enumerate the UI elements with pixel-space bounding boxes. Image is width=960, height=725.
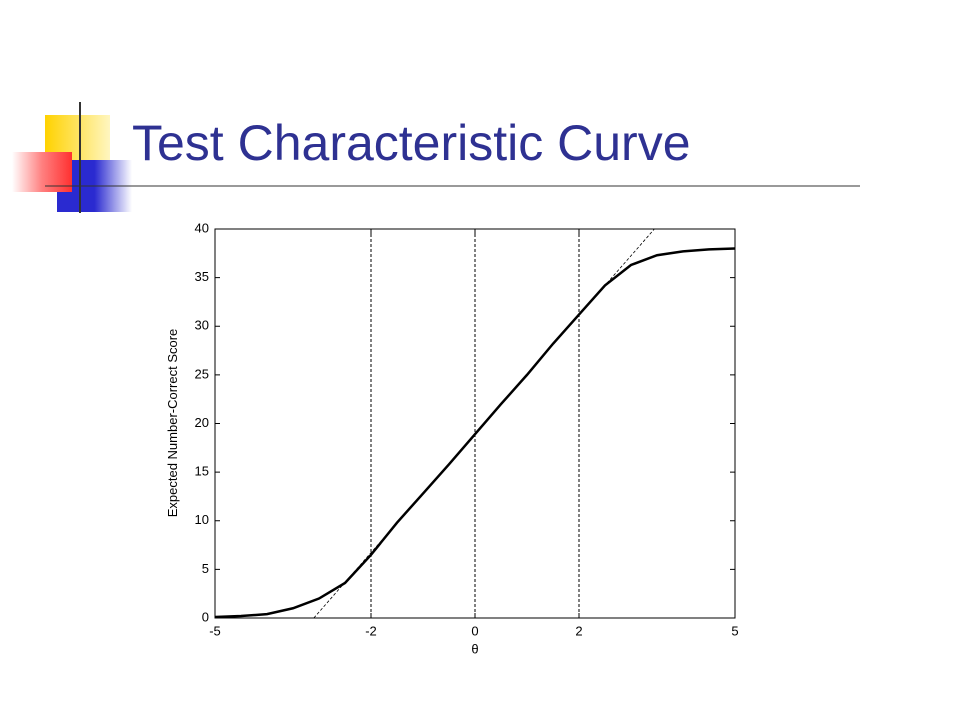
y-tick-label: 30 [195, 318, 209, 333]
y-tick-label: 0 [202, 609, 209, 624]
y-tick-label: 25 [195, 366, 209, 381]
x-tick-label: 2 [575, 623, 582, 638]
x-tick-label: 0 [471, 623, 478, 638]
curve [214, 247, 736, 619]
y-tick-label: 40 [195, 220, 209, 235]
y-tick-label: 15 [195, 464, 209, 479]
x-tick-label: 5 [731, 623, 738, 638]
decoration [12, 102, 860, 213]
x-axis-label: θ [471, 641, 478, 656]
y-tick-label: 5 [202, 561, 209, 576]
y-axis-label: Expected Number-Correct Score [165, 329, 180, 518]
y-tick-label: 10 [195, 512, 209, 527]
y-tick-label: 35 [195, 269, 209, 284]
x-tick-label: -5 [209, 623, 221, 638]
y-tick-label: 20 [195, 415, 209, 430]
x-tick-label: -2 [365, 623, 377, 638]
slide-title: Test Characteristic Curve [132, 115, 691, 171]
tangent-line [313, 228, 655, 619]
